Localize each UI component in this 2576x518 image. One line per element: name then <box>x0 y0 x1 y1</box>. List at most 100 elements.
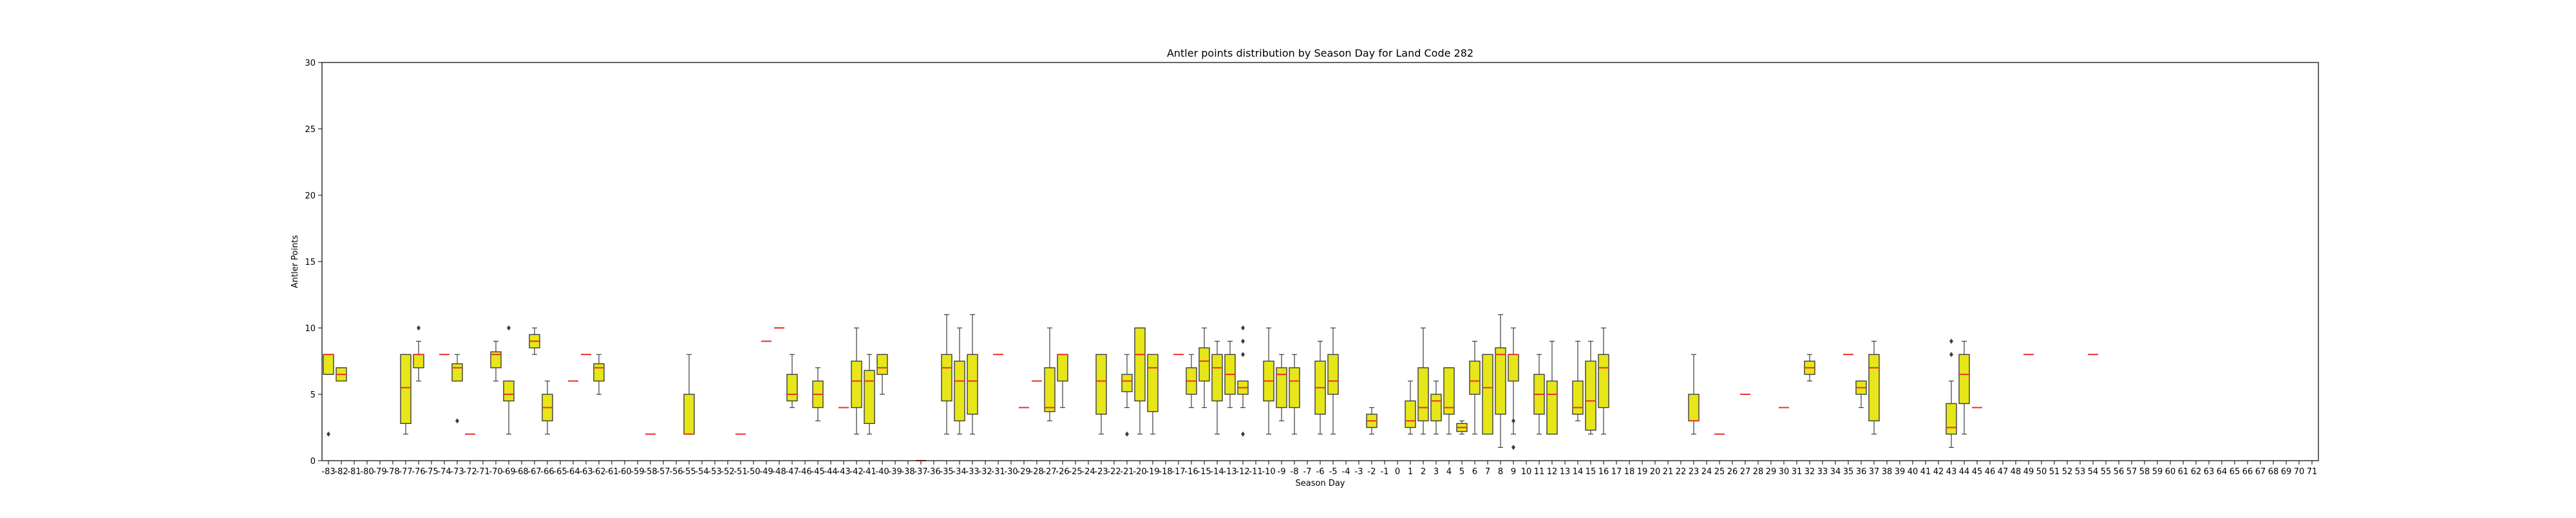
x-tick-label: -72 <box>463 467 477 477</box>
x-tick-label: -78 <box>386 467 399 477</box>
x-tick-label: 20 <box>1650 467 1661 477</box>
box-body <box>1199 348 1209 381</box>
box-plot-item <box>1225 341 1235 408</box>
y-tick-label: 30 <box>305 59 316 68</box>
box-plot-item <box>787 354 797 407</box>
box-body <box>1276 368 1287 408</box>
box-body <box>504 381 514 401</box>
x-tick-label: -47 <box>785 467 799 477</box>
box-plot-item <box>413 325 424 381</box>
box-plot-item <box>1135 328 1145 434</box>
x-tick-label: 43 <box>1946 467 1957 477</box>
x-tick-label: 24 <box>1701 467 1712 477</box>
x-tick-label: -69 <box>502 467 515 477</box>
box-plot-item <box>942 314 952 434</box>
y-tick-label: 0 <box>310 457 316 466</box>
x-tick-label: -10 <box>1262 467 1275 477</box>
x-tick-label: -51 <box>734 467 747 477</box>
box-plot-item <box>594 354 604 394</box>
x-tick-label: -15 <box>1197 467 1211 477</box>
x-tick-label: 7 <box>1485 467 1490 477</box>
box-plot-item <box>1495 314 1506 447</box>
box-body <box>1122 374 1132 392</box>
box-body <box>1148 354 1158 412</box>
outlier-point <box>1241 339 1245 344</box>
box-plot-item <box>1264 328 1274 434</box>
box-body <box>1045 368 1055 412</box>
x-tick-label: 44 <box>1959 467 1970 477</box>
x-tick-label: 66 <box>2242 467 2253 477</box>
x-tick-label: 30 <box>1779 467 1790 477</box>
chart-title: Antler points distribution by Season Day… <box>1167 47 1473 59</box>
x-tick-label: -71 <box>476 467 489 477</box>
x-tick-label: -70 <box>489 467 502 477</box>
x-tick-label: -24 <box>1081 467 1095 477</box>
box-body <box>594 364 604 381</box>
x-tick-label: -81 <box>347 467 361 477</box>
x-tick-label: -58 <box>643 467 657 477</box>
outlier-point <box>417 325 421 331</box>
x-tick-label: 59 <box>2152 467 2163 477</box>
x-tick-label: -9 <box>1278 467 1286 477</box>
x-tick-label: 50 <box>2036 467 2047 477</box>
x-tick-label: -59 <box>630 467 644 477</box>
x-tick-label: -50 <box>746 467 760 477</box>
x-tick-label: -35 <box>940 467 953 477</box>
box-body <box>1431 394 1441 421</box>
box-plot-item <box>1586 341 1596 434</box>
x-tick-label: -54 <box>695 467 708 477</box>
box-body <box>1689 394 1699 421</box>
box-plot-item <box>1418 328 1428 434</box>
x-tick-label: -38 <box>901 467 914 477</box>
x-tick-label: 63 <box>2204 467 2215 477</box>
box-body <box>1547 381 1557 434</box>
box-plot-item <box>1122 354 1132 437</box>
box-plot-item <box>1856 381 1866 407</box>
outlier-point <box>1511 418 1515 423</box>
x-tick-label: -66 <box>540 467 554 477</box>
x-tick-label: 18 <box>1624 467 1635 477</box>
outlier-point <box>1241 325 1245 331</box>
box-plot-item <box>1096 354 1106 434</box>
box-plot-item <box>1869 341 1879 434</box>
box-body <box>1328 354 1338 394</box>
x-tick-label: -83 <box>321 467 335 477</box>
x-tick-label: -33 <box>965 467 979 477</box>
x-tick-label: -76 <box>412 467 425 477</box>
x-tick-label: -40 <box>875 467 889 477</box>
box-plot-item <box>452 354 462 423</box>
box-series <box>323 314 2098 461</box>
x-tick-label: -22 <box>1107 467 1121 477</box>
x-tick-label: 11 <box>1534 467 1545 477</box>
box-plot-item <box>1547 341 1557 434</box>
x-tick-label: 0 <box>1395 467 1400 477</box>
x-tick-label: 1 <box>1408 467 1413 477</box>
x-tick-label: -55 <box>682 467 696 477</box>
x-tick-label: -48 <box>772 467 786 477</box>
box-body <box>942 354 952 401</box>
x-tick-label: -53 <box>708 467 721 477</box>
y-axis-label: Antler Points <box>290 235 300 289</box>
x-tick-label: 65 <box>2230 467 2240 477</box>
box-plot-item <box>1946 339 1956 448</box>
x-tick-label: 54 <box>2088 467 2099 477</box>
x-tick-label: 53 <box>2075 467 2086 477</box>
outlier-point <box>1511 445 1515 450</box>
box-body <box>1598 354 1609 407</box>
x-tick-label: -13 <box>1223 467 1236 477</box>
x-tick-label: -32 <box>978 467 992 477</box>
box-plot-item <box>1508 328 1519 450</box>
y-tick-label: 25 <box>305 125 316 135</box>
box-plot-item <box>1212 341 1222 434</box>
x-tick-label: -73 <box>450 467 464 477</box>
x-tick-label: 34 <box>1830 467 1841 477</box>
x-tick-label: 51 <box>2049 467 2060 477</box>
x-tick-label: -65 <box>553 467 567 477</box>
outlier-point <box>507 325 511 331</box>
box-plot-item <box>491 341 501 381</box>
x-tick-label: 31 <box>1792 467 1803 477</box>
box-plot-item <box>323 354 334 437</box>
box-body <box>1946 403 1956 434</box>
